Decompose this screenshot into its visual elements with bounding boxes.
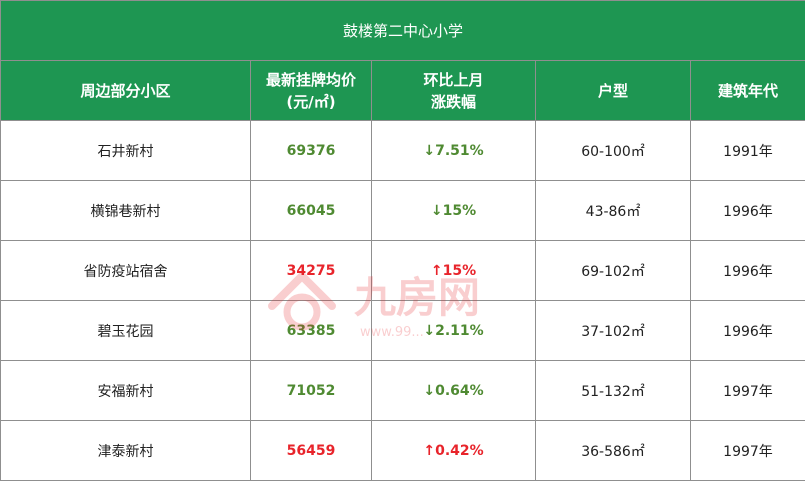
header-price-line1: 最新挂牌均价	[265, 70, 356, 89]
table-row: 横锦巷新村 66045 ↓15% 43-86㎡ 1996年	[0, 180, 805, 241]
header-year: 建筑年代	[690, 60, 805, 121]
cell-layout: 43-86㎡	[535, 180, 691, 241]
table-row: 安福新村 71052 ↓0.64% 51-132㎡ 1997年	[0, 360, 805, 421]
cell-price: 56459	[250, 420, 372, 481]
header-change-line2: 涨跌幅	[430, 92, 476, 111]
cell-layout: 37-102㎡	[535, 300, 691, 361]
header-price-line2: (元/㎡)	[286, 92, 336, 111]
cell-year: 1997年	[690, 420, 805, 481]
cell-community: 津泰新村	[0, 420, 251, 481]
cell-community: 省防疫站宿舍	[0, 240, 251, 301]
cell-change: ↓2.11%	[371, 300, 536, 361]
cell-change: ↑15%	[371, 240, 536, 301]
header-change: 环比上月 涨跌幅	[371, 60, 536, 121]
header-change-line1: 环比上月	[423, 70, 484, 89]
cell-price: 66045	[250, 180, 372, 241]
table-row: 津泰新村 56459 ↑0.42% 36-586㎡ 1997年	[0, 420, 805, 481]
table-row: 省防疫站宿舍 34275 ↑15% 69-102㎡ 1996年	[0, 240, 805, 301]
cell-price: 34275	[250, 240, 372, 301]
cell-community: 石井新村	[0, 120, 251, 181]
cell-change: ↓0.64%	[371, 360, 536, 421]
header-price: 最新挂牌均价 (元/㎡)	[250, 60, 372, 121]
cell-layout: 60-100㎡	[535, 120, 691, 181]
header-community: 周边部分小区	[0, 60, 251, 121]
cell-layout: 69-102㎡	[535, 240, 691, 301]
table-title: 鼓楼第二中心小学	[0, 0, 805, 61]
cell-year: 1996年	[690, 240, 805, 301]
cell-price: 69376	[250, 120, 372, 181]
header-layout: 户型	[535, 60, 691, 121]
cell-year: 1996年	[690, 300, 805, 361]
cell-change: ↑0.42%	[371, 420, 536, 481]
cell-year: 1991年	[690, 120, 805, 181]
cell-year: 1997年	[690, 360, 805, 421]
cell-community: 横锦巷新村	[0, 180, 251, 241]
table-row: 碧玉花园 63385 ↓2.11% 37-102㎡ 1996年	[0, 300, 805, 361]
cell-change: ↓15%	[371, 180, 536, 241]
cell-community: 安福新村	[0, 360, 251, 421]
cell-change: ↓7.51%	[371, 120, 536, 181]
cell-community: 碧玉花园	[0, 300, 251, 361]
cell-price: 63385	[250, 300, 372, 361]
table-row: 石井新村 69376 ↓7.51% 60-100㎡ 1991年	[0, 120, 805, 181]
cell-price: 71052	[250, 360, 372, 421]
cell-layout: 36-586㎡	[535, 420, 691, 481]
cell-year: 1996年	[690, 180, 805, 241]
cell-layout: 51-132㎡	[535, 360, 691, 421]
